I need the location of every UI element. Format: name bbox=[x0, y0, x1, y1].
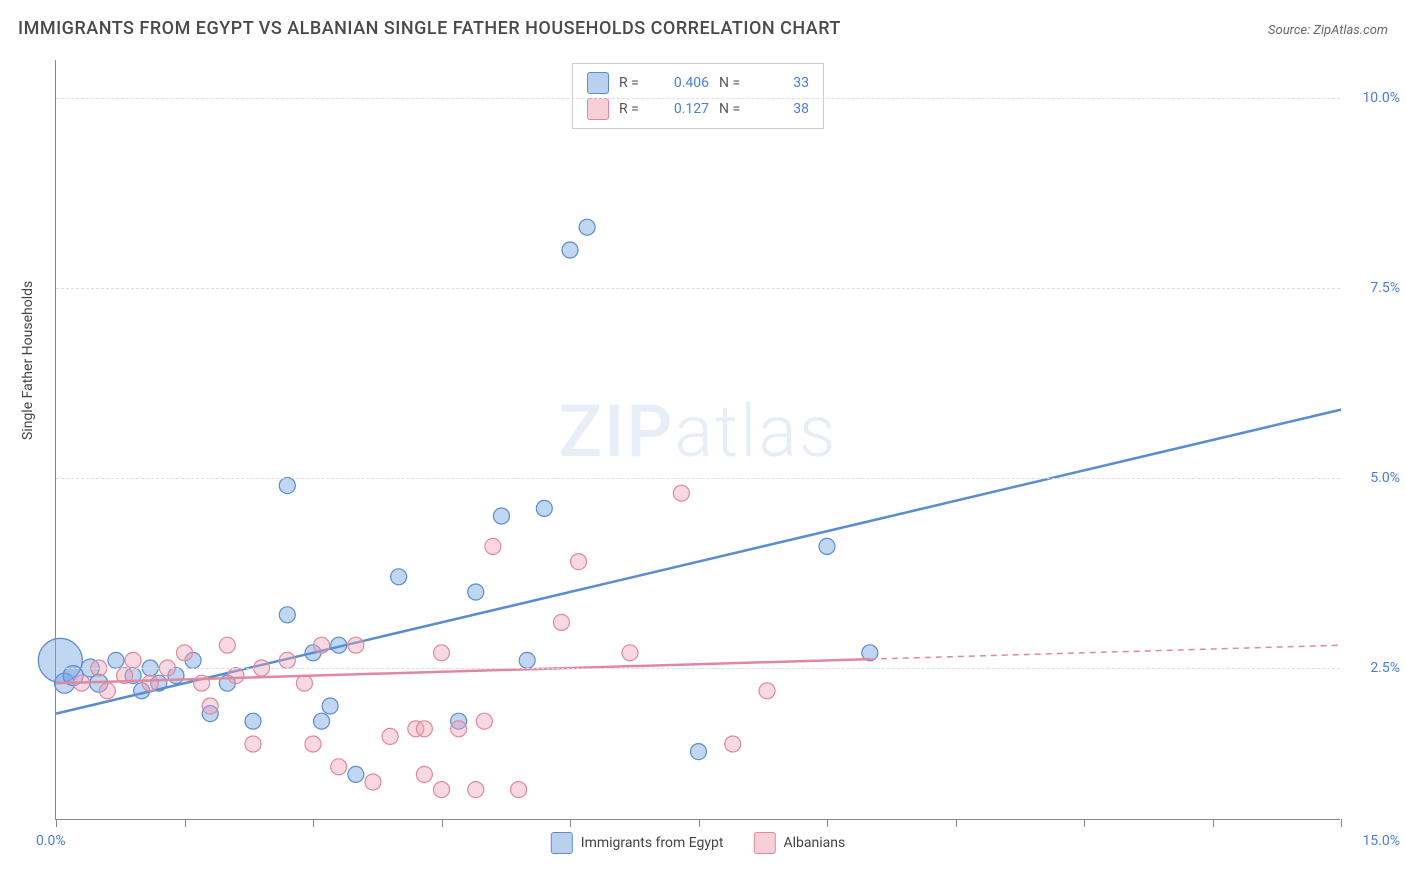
n-value-pink: 38 bbox=[759, 101, 809, 117]
gridline-h bbox=[56, 668, 1340, 669]
scatter-point bbox=[468, 584, 484, 600]
y-tick-label: 5.0% bbox=[1350, 470, 1400, 486]
scatter-point bbox=[331, 759, 347, 775]
scatter-point bbox=[296, 675, 312, 691]
scatter-point bbox=[305, 736, 321, 752]
y-axis-label: Single Father Households bbox=[20, 281, 36, 440]
scatter-point bbox=[725, 736, 741, 752]
n-value-blue: 33 bbox=[759, 75, 809, 91]
scatter-point bbox=[108, 652, 124, 668]
scatter-point bbox=[511, 782, 527, 798]
scatter-point bbox=[562, 242, 578, 258]
legend-item-albanians: Albanians bbox=[753, 832, 845, 854]
scatter-point bbox=[322, 698, 338, 714]
scatter-point bbox=[476, 713, 492, 729]
scatter-point bbox=[365, 774, 381, 790]
scatter-point bbox=[219, 637, 235, 653]
scatter-point bbox=[519, 652, 535, 668]
source-attribution: Source: ZipAtlas.com bbox=[1268, 23, 1388, 38]
scatter-point bbox=[245, 736, 261, 752]
x-tick-left: 0.0% bbox=[36, 833, 66, 849]
legend-row-pink: R = 0.127 N = 38 bbox=[587, 96, 809, 122]
scatter-point bbox=[622, 645, 638, 661]
chart-title: IMMIGRANTS FROM EGYPT VS ALBANIAN SINGLE… bbox=[18, 18, 841, 39]
scatter-point bbox=[314, 637, 330, 653]
legend-correlation: R = 0.406 N = 33 R = 0.127 N = 38 bbox=[572, 63, 824, 129]
scatter-point bbox=[416, 721, 432, 737]
n-label: N = bbox=[719, 101, 749, 117]
scatter-point bbox=[468, 782, 484, 798]
scatter-point bbox=[314, 713, 330, 729]
scatter-point bbox=[579, 219, 595, 235]
legend-item-egypt: Immigrants from Egypt bbox=[551, 832, 724, 854]
swatch-blue-icon bbox=[587, 72, 609, 94]
x-tick-mark bbox=[956, 819, 957, 827]
x-tick-mark bbox=[442, 819, 443, 827]
scatter-point bbox=[536, 500, 552, 516]
legend-label-albanians: Albanians bbox=[783, 835, 845, 851]
scatter-point bbox=[142, 675, 158, 691]
scatter-point bbox=[451, 721, 467, 737]
scatter-point bbox=[228, 668, 244, 684]
x-tick-right: 15.0% bbox=[1362, 833, 1400, 849]
chart-svg bbox=[56, 60, 1340, 819]
scatter-point bbox=[434, 782, 450, 798]
r-label: R = bbox=[619, 75, 649, 91]
scatter-point bbox=[382, 728, 398, 744]
scatter-point bbox=[553, 614, 569, 630]
scatter-point bbox=[279, 652, 295, 668]
legend-label-egypt: Immigrants from Egypt bbox=[581, 835, 724, 851]
swatch-blue-icon bbox=[551, 832, 573, 854]
gridline-h bbox=[56, 288, 1340, 289]
scatter-point bbox=[391, 569, 407, 585]
scatter-point bbox=[177, 645, 193, 661]
x-tick-mark bbox=[56, 819, 57, 827]
x-tick-mark bbox=[1341, 819, 1342, 827]
gridline-h bbox=[56, 98, 1340, 99]
legend-row-blue: R = 0.406 N = 33 bbox=[587, 70, 809, 96]
scatter-point bbox=[416, 766, 432, 782]
scatter-point bbox=[348, 766, 364, 782]
n-label: N = bbox=[719, 75, 749, 91]
y-tick-label: 7.5% bbox=[1350, 280, 1400, 296]
scatter-point bbox=[99, 683, 115, 699]
scatter-point bbox=[279, 607, 295, 623]
scatter-point bbox=[202, 698, 218, 714]
r-value-blue: 0.406 bbox=[659, 75, 709, 91]
x-tick-mark bbox=[1213, 819, 1214, 827]
scatter-point bbox=[691, 744, 707, 760]
scatter-point bbox=[279, 478, 295, 494]
title-bar: IMMIGRANTS FROM EGYPT VS ALBANIAN SINGLE… bbox=[18, 18, 1388, 39]
scatter-point bbox=[125, 652, 141, 668]
trend-line-dashed bbox=[870, 645, 1341, 659]
scatter-point bbox=[245, 713, 261, 729]
gridline-h bbox=[56, 478, 1340, 479]
x-tick-mark bbox=[570, 819, 571, 827]
x-tick-mark bbox=[699, 819, 700, 827]
plot-area: ZIPatlas R = 0.406 N = 33 R = 0.127 N = … bbox=[55, 60, 1340, 820]
swatch-pink-icon bbox=[753, 832, 775, 854]
scatter-point bbox=[348, 637, 364, 653]
y-tick-label: 2.5% bbox=[1350, 660, 1400, 676]
scatter-point bbox=[673, 485, 689, 501]
r-value-pink: 0.127 bbox=[659, 101, 709, 117]
scatter-point bbox=[759, 683, 775, 699]
scatter-point bbox=[493, 508, 509, 524]
swatch-pink-icon bbox=[587, 98, 609, 120]
scatter-point bbox=[485, 538, 501, 554]
scatter-point bbox=[819, 538, 835, 554]
legend-series: Immigrants from Egypt Albanians bbox=[551, 832, 845, 854]
r-label: R = bbox=[619, 101, 649, 117]
scatter-point bbox=[571, 554, 587, 570]
y-tick-label: 10.0% bbox=[1350, 90, 1400, 106]
x-tick-mark bbox=[1084, 819, 1085, 827]
x-tick-mark bbox=[313, 819, 314, 827]
x-tick-mark bbox=[827, 819, 828, 827]
scatter-point bbox=[434, 645, 450, 661]
x-tick-mark bbox=[185, 819, 186, 827]
